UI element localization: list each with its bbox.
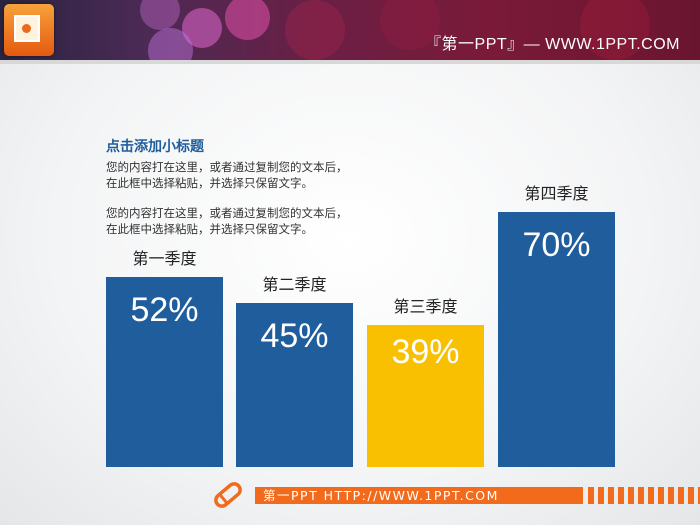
bar-category-label: 第四季度 — [524, 183, 589, 203]
bar-value-label: 39% — [391, 332, 460, 371]
footer-stripes — [588, 487, 700, 504]
header-banner: 『第一PPT』— WWW.1PPT.COM — [0, 0, 700, 60]
bar-3: 39% — [367, 324, 484, 467]
bar-value-label: 45% — [260, 316, 329, 355]
bar-value-label: 70% — [522, 225, 591, 264]
body-paragraph: 您的内容打在这里，或者通过复制您的文本后，在此框中选择粘贴，并选择只保留文字。 — [106, 206, 348, 236]
bar-category-label: 第二季度 — [262, 274, 327, 294]
bar-category-label: 第三季度 — [393, 296, 458, 316]
subtitle: 点击添加小标题 — [106, 139, 204, 155]
bar-4: 70% — [498, 211, 615, 467]
body-paragraph: 您的内容打在这里，或者通过复制您的文本后，在此框中选择粘贴，并选择只保留文字。 — [106, 160, 348, 190]
bar-category-label: 第一季度 — [132, 249, 197, 269]
footer-url: 第一PPT HTTP://WWW.1PPT.COM — [255, 487, 583, 504]
bar-value-label: 52% — [130, 291, 199, 330]
header-title: 『第一PPT』— WWW.1PPT.COM — [425, 36, 680, 53]
bar-1: 52% — [106, 277, 223, 467]
header-divider — [0, 60, 700, 64]
bar-2: 45% — [236, 302, 353, 467]
pencil-icon — [214, 482, 242, 508]
powerpoint-icon — [4, 4, 54, 56]
